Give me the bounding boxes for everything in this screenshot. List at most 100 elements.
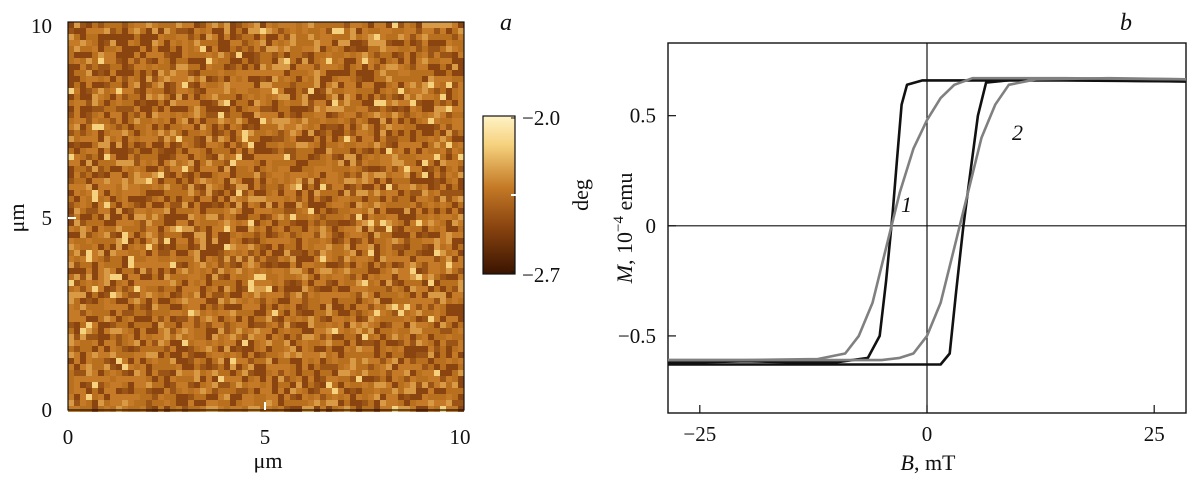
afm-texture-cell (146, 226, 152, 232)
afm-texture-cell (188, 172, 194, 178)
afm-texture-cell (374, 196, 380, 202)
afm-texture-cell (296, 280, 302, 286)
afm-texture-cell (182, 58, 188, 64)
afm-texture-cell (278, 388, 284, 394)
afm-texture-cell (140, 82, 146, 88)
afm-texture-cell (68, 388, 74, 394)
afm-texture-cell (416, 40, 422, 46)
afm-texture-cell (188, 256, 194, 262)
afm-texture-cell (146, 160, 152, 166)
afm-texture-cell (92, 82, 98, 88)
afm-texture-cell (128, 136, 134, 142)
afm-texture-cell (80, 148, 86, 154)
afm-texture-cell (404, 226, 410, 232)
afm-texture-cell (80, 202, 86, 208)
afm-texture-cell (416, 130, 422, 136)
afm-texture-cell (284, 196, 290, 202)
afm-texture-cell (452, 250, 458, 256)
afm-texture-cell (164, 124, 170, 130)
afm-texture-cell (230, 304, 236, 310)
afm-texture-cell (170, 382, 176, 388)
afm-texture-cell (110, 190, 116, 196)
afm-texture-cell (392, 382, 398, 388)
afm-texture-cell (74, 58, 80, 64)
afm-texture-cell (248, 154, 254, 160)
afm-texture-cell (104, 88, 110, 94)
afm-texture-cell (362, 142, 368, 148)
afm-texture-cell (332, 310, 338, 316)
afm-texture-cell (446, 70, 452, 76)
afm-texture-cell (320, 280, 326, 286)
afm-texture-cell (290, 208, 296, 214)
afm-texture-cell (74, 106, 80, 112)
afm-texture-cell (242, 196, 248, 202)
afm-texture-cell (68, 244, 74, 250)
afm-texture-cell (200, 118, 206, 124)
afm-texture-cell (422, 100, 428, 106)
afm-texture-cell (206, 34, 212, 40)
afm-texture-cell (176, 304, 182, 310)
afm-texture-cell (416, 58, 422, 64)
afm-texture-cell (326, 394, 332, 400)
afm-texture-cell (284, 142, 290, 148)
afm-texture-cell (332, 280, 338, 286)
afm-texture-cell (110, 130, 116, 136)
afm-texture-cell (74, 298, 80, 304)
afm-texture-cell (344, 76, 350, 82)
afm-texture-cell (164, 106, 170, 112)
afm-texture-cell (266, 400, 272, 406)
afm-texture-cell (176, 334, 182, 340)
afm-texture-cell (350, 202, 356, 208)
afm-texture-cell (260, 178, 266, 184)
afm-texture-cell (278, 70, 284, 76)
afm-texture-cell (236, 256, 242, 262)
afm-texture-cell (194, 304, 200, 310)
afm-texture-cell (350, 52, 356, 58)
afm-texture-cell (128, 172, 134, 178)
afm-texture-cell (182, 148, 188, 154)
afm-texture-cell (422, 310, 428, 316)
afm-texture-cell (74, 310, 80, 316)
afm-texture-cell (434, 220, 440, 226)
afm-texture-cell (446, 394, 452, 400)
afm-texture-cell (224, 280, 230, 286)
afm-texture-cell (98, 190, 104, 196)
afm-texture-cell (428, 70, 434, 76)
afm-texture-cell (110, 64, 116, 70)
afm-texture-cell (356, 148, 362, 154)
afm-texture-cell (284, 286, 290, 292)
afm-texture-cell (338, 250, 344, 256)
afm-texture-cell (128, 358, 134, 364)
afm-texture-cell (272, 178, 278, 184)
afm-texture-cell (308, 394, 314, 400)
afm-texture-cell (368, 292, 374, 298)
afm-texture-cell (224, 394, 230, 400)
afm-texture-cell (224, 118, 230, 124)
afm-texture-cell (392, 238, 398, 244)
afm-texture-cell (122, 280, 128, 286)
afm-texture-cell (194, 346, 200, 352)
afm-texture-cell (326, 328, 332, 334)
afm-texture-cell (260, 208, 266, 214)
afm-texture-cell (242, 388, 248, 394)
afm-texture-cell (146, 190, 152, 196)
afm-texture-cell (98, 346, 104, 352)
afm-texture-cell (110, 94, 116, 100)
afm-texture-cell (92, 334, 98, 340)
afm-texture-cell (218, 406, 224, 412)
afm-texture-cell (368, 262, 374, 268)
afm-texture-cell (176, 382, 182, 388)
afm-texture-cell (200, 112, 206, 118)
afm-texture-cell (344, 40, 350, 46)
afm-texture-cell (200, 262, 206, 268)
afm-texture-cell (308, 328, 314, 334)
afm-texture-cell (242, 22, 248, 28)
afm-texture-cell (398, 280, 404, 286)
afm-texture-cell (272, 112, 278, 118)
afm-texture-cell (224, 208, 230, 214)
afm-texture-cell (116, 76, 122, 82)
afm-texture-cell (164, 28, 170, 34)
afm-texture-cell (236, 118, 242, 124)
afm-texture-cell (218, 148, 224, 154)
afm-texture-cell (80, 64, 86, 70)
